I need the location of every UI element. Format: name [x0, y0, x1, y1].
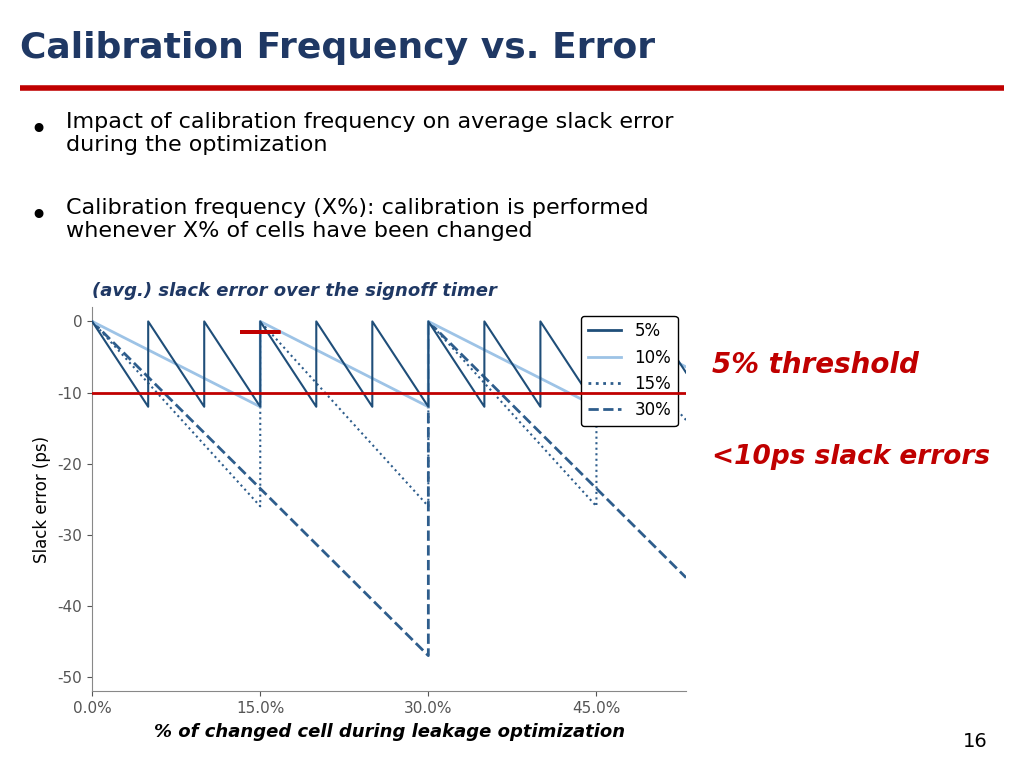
- Text: Calibration frequency (X%): calibration is performed
whenever X% of cells have b: Calibration frequency (X%): calibration …: [66, 198, 648, 241]
- Text: Impact of calibration frequency on average slack error
during the optimization: Impact of calibration frequency on avera…: [66, 112, 673, 155]
- Text: •: •: [30, 116, 48, 145]
- Y-axis label: Slack error (ps): Slack error (ps): [33, 435, 50, 563]
- X-axis label: % of changed cell during leakage optimization: % of changed cell during leakage optimiz…: [154, 723, 625, 741]
- Text: Calibration Frequency vs. Error: Calibration Frequency vs. Error: [20, 31, 655, 65]
- Text: •: •: [30, 202, 48, 231]
- Text: 5% threshold: 5% threshold: [712, 351, 919, 379]
- Text: <10ps slack errors: <10ps slack errors: [712, 444, 990, 470]
- Legend: 5%, 10%, 15%, 30%: 5%, 10%, 15%, 30%: [581, 316, 678, 426]
- Text: (avg.) slack error over the signoff timer: (avg.) slack error over the signoff time…: [92, 282, 497, 300]
- Text: 16: 16: [963, 732, 987, 750]
